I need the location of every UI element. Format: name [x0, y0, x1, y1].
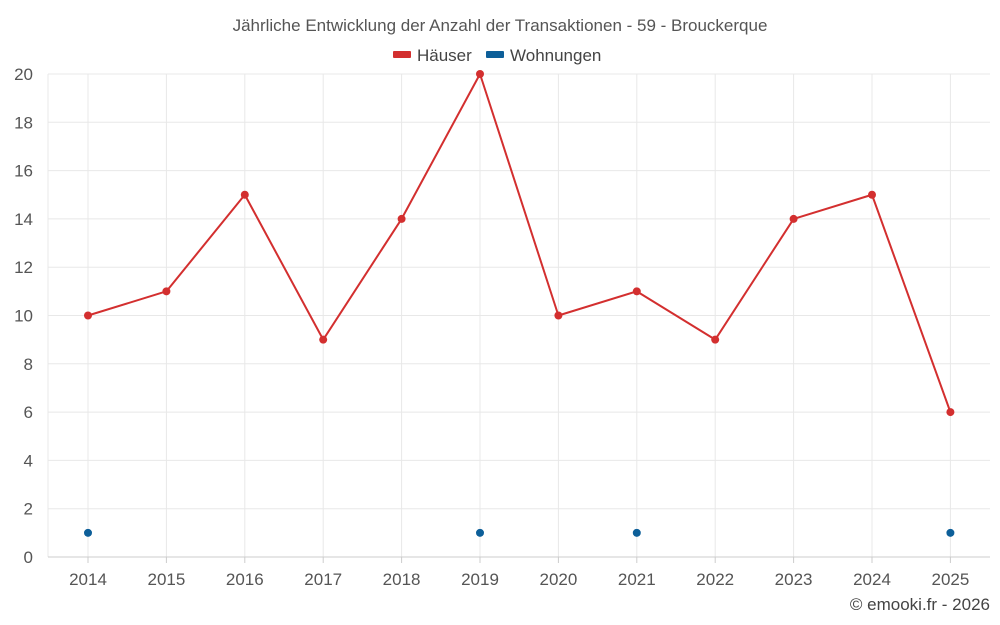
- data-point-haeuser[interactable]: [711, 335, 720, 344]
- data-point-haeuser[interactable]: [84, 311, 92, 320]
- x-tick-label: 2024: [853, 570, 891, 589]
- data-point-haeuser[interactable]: [162, 287, 171, 296]
- y-tick-label: 12: [14, 258, 33, 277]
- x-tick-label: 2016: [226, 570, 264, 589]
- x-tick-label: 2019: [461, 570, 499, 589]
- x-tick-label: 2017: [304, 570, 342, 589]
- legend-label-haeuser: Häuser: [417, 46, 472, 65]
- y-tick-label: 16: [14, 162, 33, 181]
- x-tick-label: 2023: [775, 570, 813, 589]
- y-tick-label: 6: [24, 403, 33, 422]
- chart-title: Jährliche Entwicklung der Anzahl der Tra…: [233, 16, 768, 35]
- x-tick-label: 2015: [147, 570, 185, 589]
- data-point-wohnungen[interactable]: [632, 528, 641, 537]
- x-tick-label: 2022: [696, 570, 734, 589]
- data-point-haeuser[interactable]: [319, 335, 328, 344]
- x-tick-label: 2025: [931, 570, 969, 589]
- y-tick-label: 14: [14, 210, 33, 229]
- data-point-haeuser[interactable]: [946, 408, 955, 417]
- data-point-haeuser[interactable]: [789, 214, 798, 223]
- data-point-haeuser[interactable]: [476, 70, 484, 78]
- legend-item-haeuser[interactable]: Häuser: [393, 46, 472, 65]
- data-point-wohnungen[interactable]: [84, 528, 92, 537]
- data-point-wohnungen[interactable]: [476, 528, 484, 537]
- data-point-haeuser[interactable]: [868, 190, 876, 199]
- x-axis: 2014 2015 2016 2017 2018 2019 2020 2021 2022 2023…: [48, 556, 990, 589]
- y-tick-label: 18: [14, 113, 33, 132]
- data-point-haeuser[interactable]: [240, 190, 249, 199]
- x-tick-label: 2020: [539, 570, 577, 589]
- legend-label-wohnungen: Wohnungen: [510, 46, 601, 65]
- y-tick-label: 0: [24, 548, 33, 567]
- series-layer: [84, 70, 955, 537]
- y-tick-label: 8: [24, 355, 33, 374]
- grid: [48, 73, 990, 557]
- y-tick-label: 2: [24, 500, 33, 519]
- data-point-haeuser[interactable]: [632, 287, 641, 296]
- legend-item-wohnungen[interactable]: Wohnungen: [486, 46, 601, 65]
- y-tick-label: 10: [14, 307, 33, 326]
- y-axis: 0 2 4 6 8 10 12 14 16 18 20: [14, 65, 49, 567]
- x-tick-label: 2014: [69, 570, 107, 589]
- x-tick-label: 2018: [383, 570, 421, 589]
- data-point-haeuser[interactable]: [397, 214, 406, 223]
- series-line-haeuser: [87, 73, 952, 413]
- legend-swatch-wohnungen: [486, 51, 504, 58]
- data-point-wohnungen[interactable]: [946, 528, 955, 537]
- legend-swatch-haeuser: [393, 51, 411, 58]
- x-tick-label: 2021: [618, 570, 656, 589]
- legend: Häuser Wohnungen: [393, 46, 601, 65]
- y-tick-label: 20: [14, 65, 33, 84]
- data-point-haeuser[interactable]: [554, 311, 563, 320]
- y-tick-label: 4: [24, 451, 33, 470]
- watermark: © emooki.fr - 2026: [850, 595, 990, 614]
